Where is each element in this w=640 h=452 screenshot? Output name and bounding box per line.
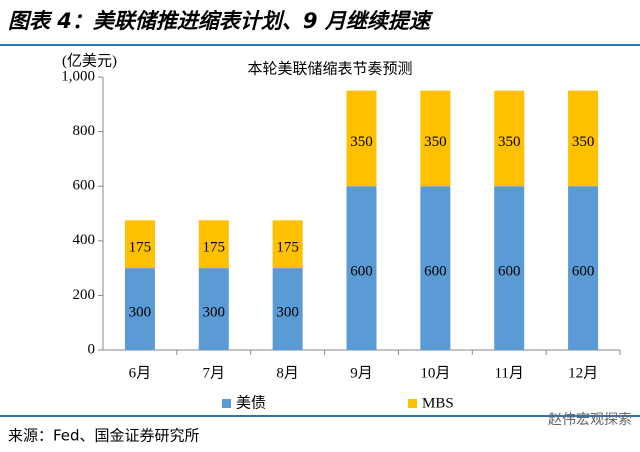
- legend-swatch: [222, 399, 231, 408]
- value-label: 600: [572, 264, 595, 280]
- bar-segment: [420, 90, 451, 187]
- y-tick-label: 1,000: [61, 68, 95, 84]
- legend-swatch: [408, 399, 417, 408]
- x-tick-label: 8月: [276, 365, 299, 381]
- bar-segment: [494, 186, 525, 350]
- legend-label: MBS: [422, 395, 454, 411]
- value-label: 175: [203, 240, 226, 256]
- bar-segment: [124, 220, 155, 269]
- bar-segment: [198, 268, 229, 350]
- legend-label: 美债: [236, 394, 266, 411]
- value-label: 300: [276, 304, 299, 320]
- bar-segment: [346, 186, 377, 350]
- x-tick-label: 10月: [420, 365, 450, 381]
- value-label: 600: [350, 264, 373, 280]
- x-tick-label: 6月: [129, 365, 152, 381]
- watermark: 赵伟宏观探索: [548, 411, 632, 428]
- value-label: 300: [203, 304, 226, 320]
- value-label: 600: [424, 264, 447, 280]
- figure-title: 图表 4：美联储推进缩表计划、9 月继续提速: [8, 9, 434, 33]
- y-tick-label: 400: [73, 232, 96, 248]
- value-label: 300: [129, 304, 152, 320]
- value-label: 350: [498, 134, 521, 150]
- bar-segment: [198, 220, 229, 269]
- value-label: 350: [350, 134, 373, 150]
- bar-segment: [568, 186, 599, 350]
- value-label: 175: [276, 240, 299, 256]
- x-tick-label: 7月: [203, 365, 226, 381]
- bar-segment: [272, 268, 303, 350]
- bar-segment: [494, 90, 525, 187]
- value-label: 350: [424, 134, 447, 150]
- x-tick-label: 12月: [568, 365, 598, 381]
- value-label: 350: [572, 134, 595, 150]
- bar-segment: [346, 90, 377, 187]
- bar-segment: [124, 268, 155, 350]
- source: 来源：Fed、国金证券研究所: [8, 427, 200, 445]
- bar-segment: [568, 90, 599, 187]
- chart-title: 本轮美联储缩表节奏预测: [247, 60, 412, 77]
- x-tick-label: 9月: [350, 365, 373, 381]
- y-tick-label: 0: [88, 341, 96, 357]
- bar-segment: [420, 186, 451, 350]
- x-tick-label: 11月: [494, 365, 523, 381]
- y-tick-label: 600: [73, 178, 96, 194]
- y-tick-label: 800: [73, 123, 96, 139]
- y-tick-label: 200: [73, 287, 96, 303]
- bar-segment: [272, 220, 303, 269]
- y-unit: (亿美元): [62, 52, 117, 69]
- value-label: 175: [129, 240, 152, 256]
- value-label: 600: [498, 264, 521, 280]
